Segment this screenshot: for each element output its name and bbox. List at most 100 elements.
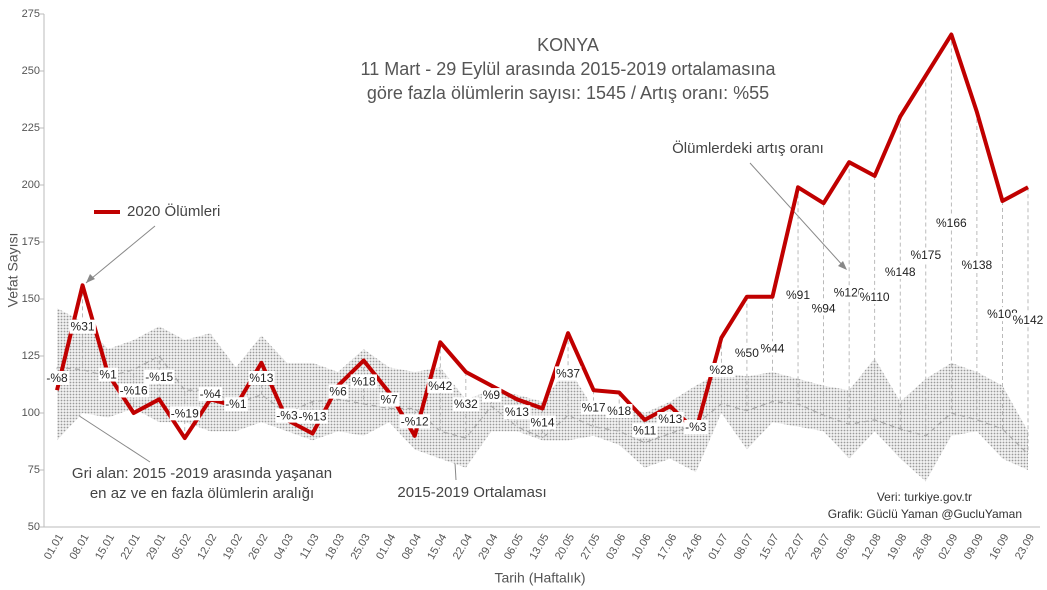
- x-tick-label: 05.08: [834, 532, 858, 562]
- arrow: [749, 162, 846, 269]
- change-label-bg: [379, 392, 400, 407]
- x-tick-label: 12.02: [195, 532, 219, 562]
- change-label-bg: [275, 408, 299, 423]
- change-label-bg: [452, 397, 480, 412]
- y-tick-label: 175: [22, 236, 40, 248]
- y-axis-title: Vefat Sayısı: [5, 233, 21, 308]
- x-tick-label: 22.01: [119, 532, 143, 562]
- x-axis-title: Tarih (Haftalık): [494, 570, 585, 586]
- change-label: %91: [786, 288, 810, 302]
- change-label: -%4: [200, 387, 222, 401]
- change-label: -%1: [225, 397, 247, 411]
- change-label: %7: [381, 393, 399, 407]
- source: Veri: turkiye.gov.tr: [877, 490, 972, 504]
- change-label-bg: [144, 369, 175, 384]
- x-tick-label: 01.04: [374, 532, 398, 562]
- change-label: %18: [607, 404, 631, 418]
- change-label: %31: [71, 320, 95, 334]
- change-label: %32: [454, 397, 478, 411]
- x-tick-label: 04.03: [272, 532, 296, 562]
- change-label: %11: [633, 423, 656, 437]
- y-tick-label: 250: [22, 65, 40, 77]
- change-label: -%3: [276, 409, 298, 423]
- change-label-bg: [909, 247, 943, 262]
- change-label: -%15: [145, 370, 173, 384]
- change-label: %6: [329, 385, 347, 399]
- x-tick-label: 08.07: [732, 532, 756, 562]
- change-label: %120: [834, 285, 865, 299]
- y-tick-label: 75: [28, 464, 40, 476]
- arrow-head: [86, 274, 95, 283]
- change-label: -%8: [46, 371, 68, 385]
- change-label: %50: [735, 346, 759, 360]
- change-label: %14: [530, 415, 554, 429]
- y-tick-label: 50: [28, 521, 40, 533]
- x-tick-label: 17.06: [655, 532, 679, 562]
- change-label-bg: [960, 258, 994, 273]
- change-label-bg: [248, 370, 275, 385]
- x-tick-label: 03.06: [604, 532, 628, 562]
- x-tick-label: 29.04: [476, 532, 500, 562]
- x-tick-label: 25.03: [349, 532, 373, 562]
- change-label-bg: [169, 406, 201, 421]
- x-tick-label: 22.04: [451, 532, 475, 562]
- change-label: %44: [760, 341, 784, 355]
- annotation: Ölümlerdeki artış oranı: [672, 139, 824, 157]
- change-label-bg: [399, 414, 431, 429]
- change-label-bg: [69, 319, 96, 334]
- chart-title: KONYA: [537, 35, 599, 55]
- y-tick-label: 100: [22, 407, 40, 419]
- x-tick-label: 10.06: [630, 532, 654, 562]
- x-tick-label: 11.03: [298, 532, 322, 561]
- annotation: Gri alan: 2015 -2019 arasında yaşanan: [72, 465, 332, 482]
- x-tick-label: 01.07: [706, 532, 730, 562]
- change-label: -%16: [120, 384, 148, 398]
- x-tick-label: 18.03: [323, 532, 347, 562]
- annotation: en az ve en fazla ölümlerin aralığı: [90, 485, 314, 502]
- change-label: -%3: [685, 420, 707, 434]
- x-tick-label: 02.09: [936, 532, 960, 562]
- change-label-bg: [198, 386, 223, 401]
- change-label-bg: [759, 341, 786, 356]
- change-label-bg: [1011, 312, 1045, 327]
- x-tick-label: 26.08: [911, 532, 935, 562]
- change-label: -%13: [299, 410, 327, 424]
- change-label-bg: [684, 419, 708, 434]
- arrow-head: [838, 261, 847, 270]
- change-label: %108: [987, 307, 1018, 321]
- change-label-bg: [606, 404, 633, 419]
- change-label-bg: [481, 388, 502, 403]
- change-label: %138: [962, 258, 993, 272]
- x-tick-label: 29.07: [809, 532, 833, 562]
- y-tick-label: 275: [22, 8, 40, 20]
- x-tick-label: 22.07: [783, 532, 807, 562]
- x-tick-label: 23.09: [1013, 532, 1037, 562]
- chart-subtitle: göre fazla ölümlerin sayısı: 1545 / Artı…: [367, 83, 769, 103]
- change-label: %1: [99, 368, 117, 382]
- change-label-bg: [832, 285, 866, 300]
- change-label: %13: [505, 405, 529, 419]
- change-label: %175: [910, 248, 941, 262]
- x-tick-label: 15.04: [425, 532, 449, 562]
- change-label: %166: [936, 216, 967, 230]
- x-tick-label: 29.01: [144, 532, 168, 562]
- change-label-bg: [858, 290, 891, 305]
- change-label-bg: [328, 384, 349, 399]
- change-label: -%12: [401, 414, 429, 428]
- change-label: %9: [483, 388, 501, 402]
- change-label: %28: [709, 363, 733, 377]
- change-label-bg: [350, 374, 377, 389]
- x-tick-label: 27.05: [579, 532, 603, 562]
- change-label-bg: [986, 307, 1020, 322]
- change-label-bg: [733, 345, 761, 360]
- change-label: %13: [249, 371, 273, 385]
- change-label-bg: [118, 383, 149, 398]
- change-label-bg: [224, 397, 248, 412]
- x-tick-label: 06.05: [502, 532, 526, 562]
- credit: Grafik: Güclü Yaman @GucluYaman: [828, 507, 1022, 521]
- change-label-bg: [529, 415, 556, 430]
- change-label-bg: [45, 370, 69, 385]
- arrow: [85, 225, 156, 284]
- legend-label: 2020 Ölümleri: [127, 202, 220, 220]
